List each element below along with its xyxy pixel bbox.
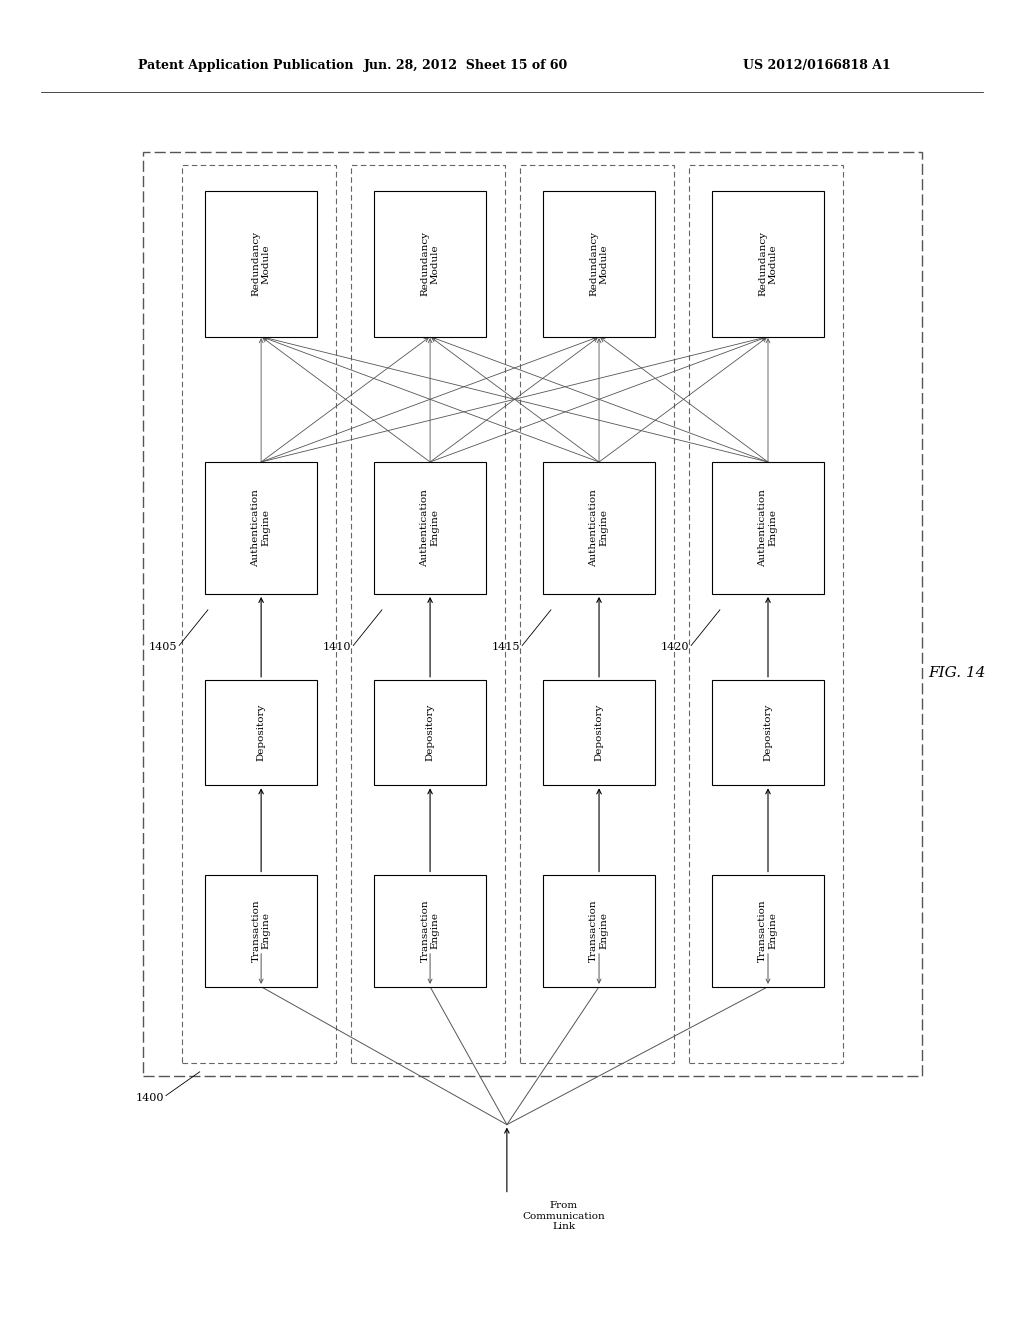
Bar (520, 165, 674, 1063)
Bar (374, 874, 486, 987)
Text: 1400: 1400 (135, 1093, 164, 1104)
Text: 1415: 1415 (492, 642, 520, 652)
Text: 1405: 1405 (148, 642, 177, 652)
Bar (712, 680, 824, 785)
Text: Transaction
Engine: Transaction Engine (590, 899, 608, 962)
Text: US 2012/0166818 A1: US 2012/0166818 A1 (743, 59, 891, 73)
Text: 1420: 1420 (660, 642, 689, 652)
Bar (712, 462, 824, 594)
Bar (374, 462, 486, 594)
Text: Depository: Depository (595, 704, 603, 762)
Text: Depository: Depository (764, 704, 772, 762)
Text: Redundancy
Module: Redundancy Module (590, 231, 608, 297)
Bar (374, 191, 486, 337)
Text: FIG. 14: FIG. 14 (929, 667, 986, 680)
Bar (374, 680, 486, 785)
Text: Authentication
Engine: Authentication Engine (590, 490, 608, 566)
Text: Transaction
Engine: Transaction Engine (252, 899, 270, 962)
Text: Redundancy
Module: Redundancy Module (421, 231, 439, 297)
Bar (205, 874, 317, 987)
Bar (689, 165, 843, 1063)
Bar (143, 152, 922, 1076)
Text: Patent Application Publication: Patent Application Publication (138, 59, 353, 73)
Text: From
Communication
Link: From Communication Link (522, 1201, 605, 1232)
Text: Authentication
Engine: Authentication Engine (759, 490, 777, 566)
Text: Depository: Depository (426, 704, 434, 762)
Text: Transaction
Engine: Transaction Engine (421, 899, 439, 962)
Bar (543, 462, 655, 594)
Bar (182, 165, 336, 1063)
Bar (205, 680, 317, 785)
Text: Jun. 28, 2012  Sheet 15 of 60: Jun. 28, 2012 Sheet 15 of 60 (364, 59, 568, 73)
Bar (205, 462, 317, 594)
Bar (205, 191, 317, 337)
Bar (351, 165, 505, 1063)
Bar (543, 874, 655, 987)
Text: Authentication
Engine: Authentication Engine (421, 490, 439, 566)
Bar (543, 680, 655, 785)
Bar (712, 191, 824, 337)
Text: Authentication
Engine: Authentication Engine (252, 490, 270, 566)
Text: Redundancy
Module: Redundancy Module (252, 231, 270, 297)
Text: 1410: 1410 (323, 642, 351, 652)
Bar (712, 874, 824, 987)
Text: Redundancy
Module: Redundancy Module (759, 231, 777, 297)
Text: Transaction
Engine: Transaction Engine (759, 899, 777, 962)
Bar (543, 191, 655, 337)
Text: Depository: Depository (257, 704, 265, 762)
